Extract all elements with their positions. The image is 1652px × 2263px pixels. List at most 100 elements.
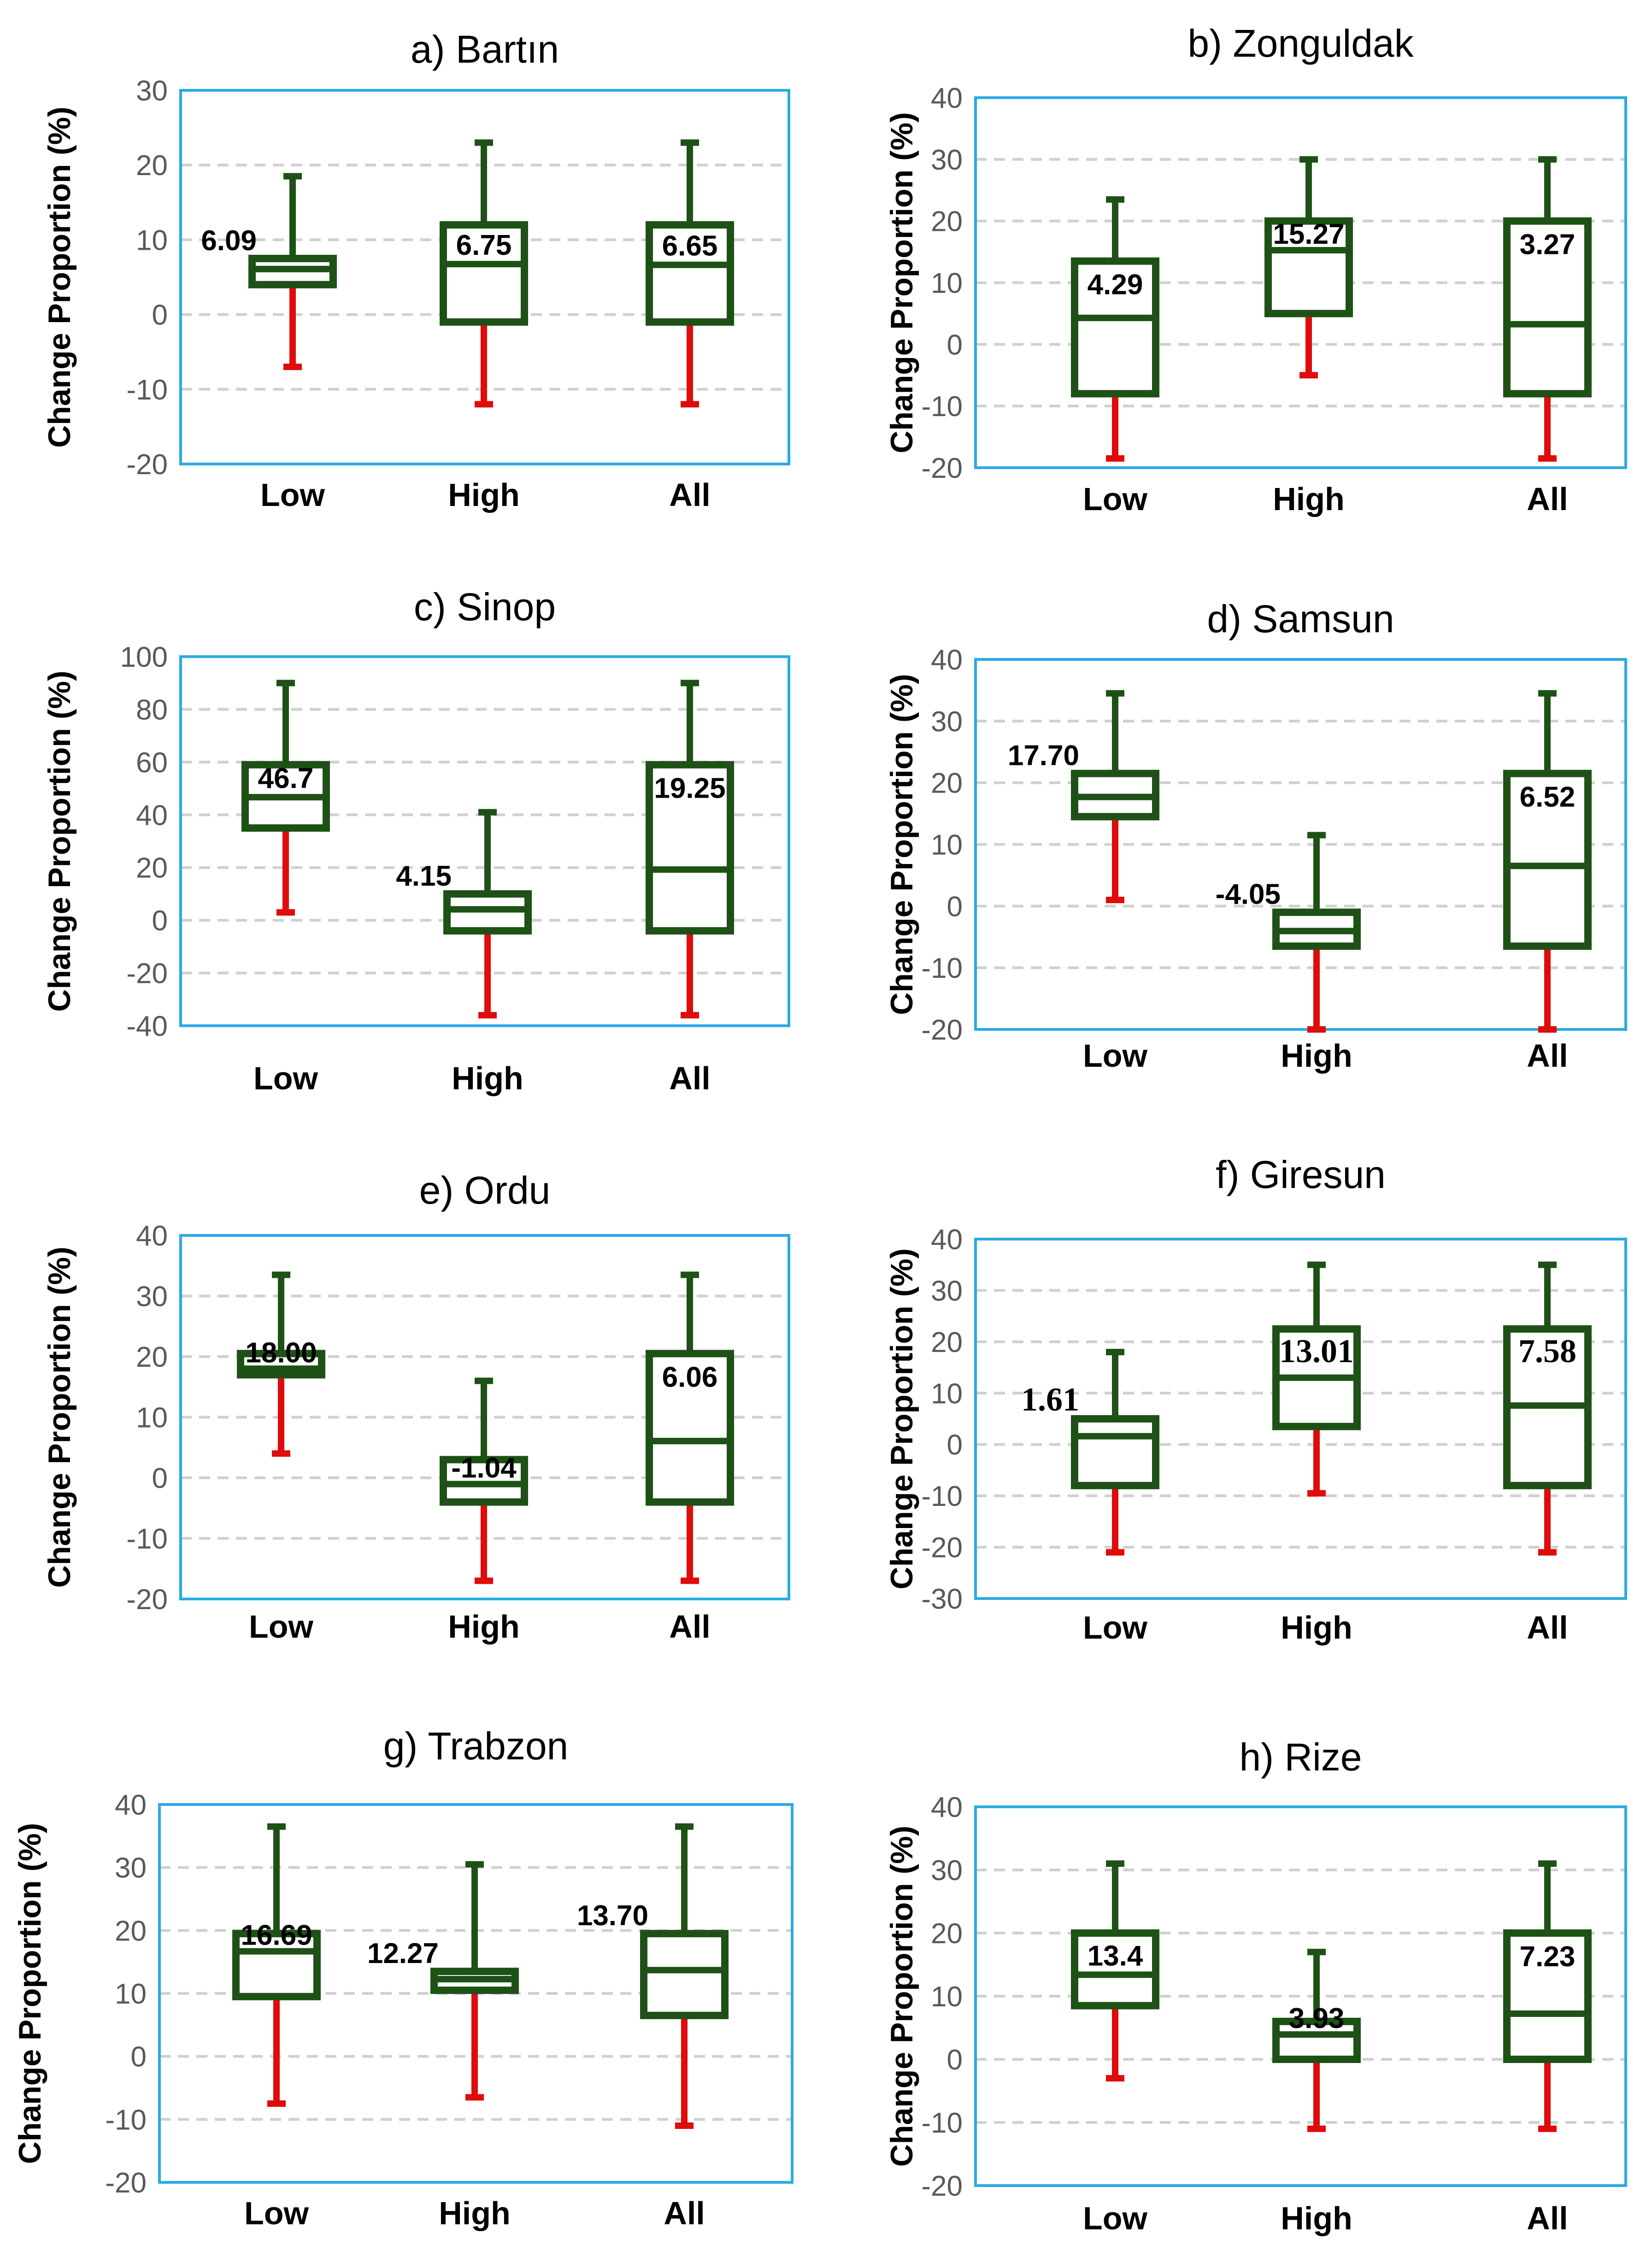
box-iqr — [440, 1456, 528, 1506]
median-label: 7.58 — [1518, 1333, 1576, 1370]
x-tick-label: Low — [1083, 2200, 1148, 2236]
box-iqr — [1503, 770, 1592, 950]
y-tick-label: -20 — [126, 958, 168, 990]
x-tick-label: High — [1281, 1610, 1352, 1646]
y-tick-label: 40 — [931, 1224, 963, 1256]
y-tick-label: -40 — [126, 1011, 168, 1042]
y-tick-label: 20 — [136, 852, 168, 884]
median-label: -4.05 — [1216, 879, 1281, 911]
x-tick-label: All — [1527, 481, 1568, 517]
box-high: 13.01 — [1272, 1261, 1361, 1497]
median-label: 13.4 — [1088, 1940, 1143, 1972]
x-tick-label: All — [1527, 1038, 1568, 1074]
plot-frame — [179, 1234, 790, 1600]
y-tick-label: 40 — [136, 799, 168, 831]
y-tick-label: 0 — [131, 2041, 147, 2073]
box-all: 3.27 — [1503, 156, 1592, 462]
box-iqr — [1071, 1929, 1159, 2010]
box-low: 16.69 — [232, 1823, 321, 2107]
x-tick-label: Low — [1083, 481, 1148, 517]
median-label: 1.61 — [1021, 1381, 1079, 1418]
median-label: 4.15 — [396, 860, 452, 892]
box-high: 6.75 — [440, 139, 528, 408]
y-tick-label: -10 — [126, 1523, 168, 1555]
chart-title: c) Sinop — [414, 585, 556, 629]
y-tick-label: 30 — [115, 1852, 147, 1884]
box-iqr — [1071, 1415, 1159, 1489]
y-tick-label: 30 — [931, 1275, 963, 1307]
x-tick-label: Low — [253, 1060, 318, 1096]
y-tick-label: 20 — [136, 1341, 168, 1373]
median-label: 6.65 — [662, 230, 718, 262]
y-tick-label: 20 — [115, 1915, 147, 1947]
y-tick-label: -20 — [126, 449, 168, 481]
chart-title: a) Bartın — [411, 28, 559, 71]
chart-panel-3: c) Sinop Change Proportion (%) -40 -20 0 20 40… — [42, 585, 790, 1096]
y-tick-label: 30 — [931, 706, 963, 738]
median-label: 6.09 — [201, 225, 257, 257]
x-tick-label: Low — [1083, 1038, 1148, 1074]
x-tick-label: All — [669, 1060, 710, 1096]
y-tick-label: 40 — [931, 1792, 963, 1823]
y-axis-label: Change Proportion (%) — [42, 106, 77, 447]
box-iqr — [646, 221, 734, 326]
y-tick-label: 20 — [931, 1918, 963, 1950]
median-label: 17.70 — [1008, 740, 1079, 772]
box-all: 6.52 — [1503, 690, 1592, 1033]
y-tick-label: 100 — [120, 641, 168, 673]
median-label: 19.25 — [654, 773, 725, 805]
box-iqr — [1264, 217, 1353, 317]
chart-panel-2: b) Zonguldak Change Proportion (%)-20 -10 0… — [884, 22, 1627, 517]
y-tick-label: 40 — [136, 1220, 168, 1252]
y-tick-label: 0 — [947, 1429, 963, 1461]
x-tick-label: All — [1527, 1610, 1568, 1646]
y-tick-label: 10 — [931, 268, 963, 300]
chart-title: b) Zonguldak — [1188, 22, 1414, 65]
y-tick-label: 10 — [931, 1981, 963, 2013]
median-label: 18.00 — [245, 1337, 317, 1369]
y-tick-label: 0 — [947, 2044, 963, 2076]
y-tick-label: 10 — [136, 1402, 168, 1434]
box-iqr — [1503, 1929, 1592, 2063]
box-high: -4.05 — [1216, 832, 1361, 1033]
y-tick-label: -20 — [921, 2170, 963, 2202]
chart-title: f) Giresun — [1216, 1153, 1386, 1196]
plot-frame — [179, 89, 790, 465]
y-axis-label: Change Proportion (%) — [884, 1826, 919, 2167]
chart-panel-7: g) Trabzon Change Proportion (%) -20 -10 0 10… — [12, 1724, 794, 2231]
x-tick-label: High — [452, 1060, 523, 1096]
chart-panel-6: f) Giresun Change Proportion (%)-30 -20 -10… — [884, 1153, 1627, 1646]
y-axis-label: Change Proportion (%) — [884, 112, 919, 453]
box-high: 15.27 — [1264, 156, 1353, 379]
y-tick-label: -10 — [105, 2104, 147, 2136]
y-tick-label: 0 — [152, 905, 168, 937]
x-tick-label: All — [669, 477, 710, 513]
y-tick-label: 20 — [931, 1327, 963, 1358]
box-high: 4.15 — [396, 809, 532, 1019]
chart-panel-8: h) Rize Change Proportion (%)-20 -10 0 10 20 3… — [884, 1735, 1627, 2236]
y-tick-label: 30 — [931, 1855, 963, 1887]
box-low: 6.09 — [201, 173, 337, 370]
box-all: 13.70 — [577, 1823, 729, 2129]
box-all: 7.58 — [1503, 1261, 1592, 1556]
box-high: 12.27 — [367, 1861, 519, 2101]
chart-panel-4: d) Samsun Change Proportion (%)-20 -10 0 10 2… — [884, 597, 1627, 1074]
y-tick-label: 20 — [931, 206, 963, 238]
median-label: -1.04 — [451, 1452, 517, 1484]
box-low: 46.7 — [241, 680, 330, 916]
y-tick-label: -20 — [921, 1532, 963, 1564]
plot-frame — [179, 655, 790, 1027]
x-tick-label: High — [448, 1609, 520, 1645]
median-label: 12.27 — [367, 1938, 439, 1969]
box-iqr — [1503, 217, 1592, 398]
box-iqr — [1272, 2017, 1361, 2063]
median-label: 6.06 — [662, 1361, 718, 1393]
x-tick-label: Low — [244, 2195, 309, 2231]
plot-frame — [158, 1803, 794, 2184]
y-tick-label: -30 — [921, 1583, 963, 1615]
box-iqr — [646, 1350, 734, 1506]
x-tick-label: All — [664, 2195, 705, 2231]
y-tick-label: 10 — [931, 1378, 963, 1410]
box-iqr — [1071, 257, 1159, 398]
y-tick-label: 0 — [152, 1463, 168, 1494]
